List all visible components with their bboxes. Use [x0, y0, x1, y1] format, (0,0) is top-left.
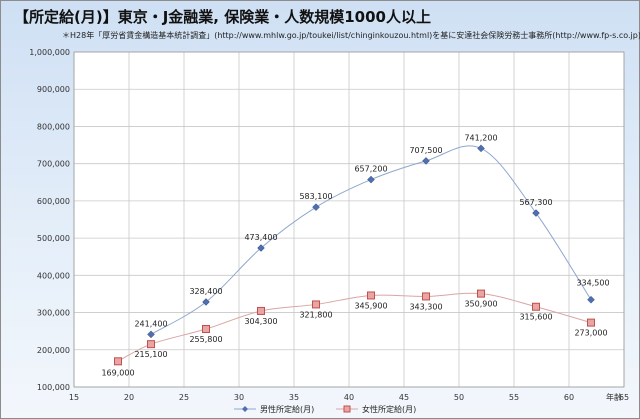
male-data-label: 334,500	[576, 279, 609, 288]
male-point	[312, 203, 320, 212]
x-tick-label: 20	[124, 393, 134, 402]
y-tick-label: 400,000	[37, 271, 70, 280]
series-layer: 241,400 328,400 473,400 583,100 657,200 707,5…	[101, 133, 609, 377]
legend: 男性所定給(月) 女性所定給(月)	[234, 404, 416, 414]
male-data-label: 567,300	[519, 198, 552, 207]
series-line-female	[117, 292, 592, 362]
male-point	[202, 298, 210, 306]
female-data-label: 345,900	[354, 301, 387, 310]
legend-label-female: 女性所定給(月)	[362, 404, 416, 414]
legend-marker-male	[242, 406, 248, 412]
legend-marker-female	[343, 405, 351, 413]
female-data-label: 304,300	[244, 317, 277, 326]
y-tick-label: 200,000	[37, 346, 70, 355]
male-data-label: 707,500	[409, 146, 442, 155]
female-data-label: 273,000	[574, 329, 607, 338]
y-tick-label: 900,000	[37, 85, 70, 94]
x-tick-label: 40	[344, 393, 354, 402]
female-data-label: 255,800	[189, 335, 222, 344]
legend-label-male: 男性所定給(月)	[260, 404, 314, 414]
female-point	[367, 291, 375, 300]
female-point	[114, 357, 122, 366]
x-tick-label: 65	[619, 393, 629, 402]
female-point	[422, 292, 430, 301]
x-tick-label: 45	[399, 393, 409, 402]
male-data-label: 657,200	[354, 165, 387, 174]
male-point	[257, 244, 265, 252]
female-point	[587, 318, 595, 327]
female-data-label: 215,100	[134, 350, 167, 359]
male-point	[532, 209, 540, 217]
male-point	[477, 144, 485, 153]
female-point	[477, 289, 485, 298]
male-data-label: 328,400	[189, 287, 222, 296]
male-data-label: 583,100	[299, 192, 332, 201]
y-tick-label: 100,000	[37, 383, 70, 392]
female-data-label: 169,000	[101, 368, 134, 377]
male-data-label: 473,400	[244, 233, 277, 242]
x-axis-label: 年齢	[606, 392, 622, 402]
x-tick-label: 50	[454, 393, 464, 402]
y-tick-label: 700,000	[37, 160, 70, 169]
male-point	[587, 295, 595, 304]
male-data-label: 241,400	[134, 319, 167, 328]
chart-subtitle: ＊H28年「厚労省賃金構造基本統計調査」(http://www.mhlw.go.…	[62, 31, 640, 40]
x-tick-label: 25	[179, 393, 189, 402]
plot-border	[73, 51, 625, 388]
female-point	[147, 340, 155, 349]
y-tick-labels: 100,000 200,000 300,000 400,000 500,000 600,0…	[29, 48, 70, 392]
male-point	[422, 157, 430, 165]
x-tick-label: 60	[564, 393, 574, 402]
female-data-label: 315,600	[519, 313, 552, 322]
male-point	[147, 330, 155, 339]
x-tick-label: 35	[289, 393, 299, 402]
x-tick-label: 15	[69, 393, 79, 402]
gridlines	[73, 51, 625, 388]
male-data-label: 741,200	[464, 133, 497, 142]
y-tick-label: 500,000	[37, 234, 70, 243]
female-point	[312, 300, 320, 309]
chart-title: 【所定給(月)】東京・J金融業, 保険業・人数規模1000人以上	[14, 8, 431, 26]
female-point	[202, 325, 210, 334]
y-tick-label: 600,000	[37, 197, 70, 206]
x-tick-label: 55	[509, 393, 519, 402]
x-tick-label: 30	[234, 393, 244, 402]
male-point	[367, 175, 375, 184]
x-tick-labels: 15 20 25 30 35 40 45 50 55 60 65	[69, 393, 629, 402]
female-point	[532, 302, 540, 311]
y-tick-label: 300,000	[37, 309, 70, 318]
female-data-label: 343,300	[409, 302, 442, 311]
female-data-label: 350,900	[464, 300, 497, 309]
y-tick-label: 800,000	[37, 122, 70, 131]
female-data-label: 321,800	[299, 310, 332, 319]
y-tick-label: 1,000,000	[29, 48, 70, 57]
female-point	[257, 306, 265, 315]
